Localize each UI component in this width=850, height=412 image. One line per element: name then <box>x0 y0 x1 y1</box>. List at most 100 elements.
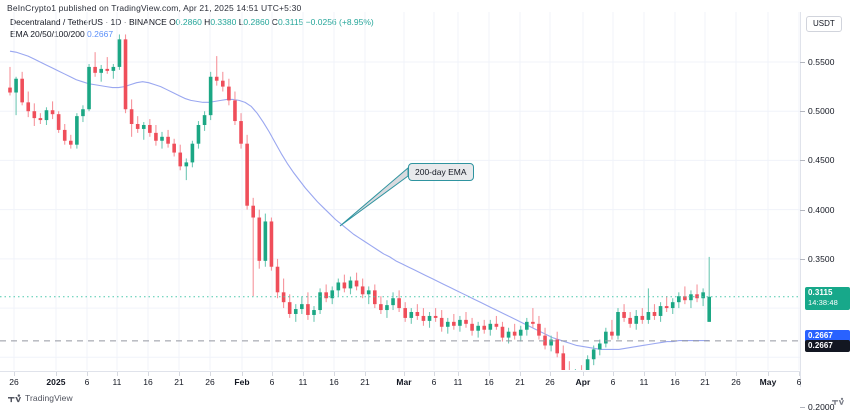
tradingview-footer-name: TradingView <box>25 393 73 403</box>
candle <box>591 345 596 366</box>
candle <box>391 292 395 311</box>
candle <box>616 308 620 340</box>
candle-body <box>518 329 523 336</box>
candle <box>568 361 570 370</box>
legend-interval[interactable]: 1D <box>110 17 122 27</box>
candle <box>26 91 31 118</box>
candle-body <box>664 306 669 309</box>
legend-change-percent: (+8.95%) <box>339 17 374 27</box>
candle <box>257 209 262 269</box>
candle <box>208 71 213 121</box>
level-price-badge[interactable]: 0.2667 <box>805 339 850 353</box>
indicator-price-badge[interactable]: 0.2667 <box>805 329 850 343</box>
candle <box>14 76 18 116</box>
candle-body <box>543 335 547 346</box>
candle <box>166 129 170 148</box>
candle <box>488 319 493 336</box>
candle-body <box>646 312 651 320</box>
candle <box>190 140 195 168</box>
candle-body <box>87 66 91 110</box>
time-tick-label: 21 <box>360 377 370 387</box>
candle-body <box>135 124 140 129</box>
candle <box>652 304 657 320</box>
candle <box>658 302 663 322</box>
time-scale[interactable]: 26 2025 6 11 16 21 26 Feb 6 11 16 21 Mar 6 11 16 21 26 Apr… <box>0 372 801 390</box>
candle <box>129 99 134 137</box>
time-tick-label: 21 <box>174 377 184 387</box>
price-tick-mark <box>800 111 805 113</box>
legend-low-label: L <box>238 17 244 27</box>
time-tick-label: 26 <box>731 377 741 387</box>
candle <box>251 197 255 297</box>
candle-body <box>257 217 262 261</box>
candle-body <box>245 143 249 206</box>
candle <box>117 34 122 70</box>
candle-body <box>93 66 97 73</box>
candle <box>306 292 310 320</box>
candle <box>312 306 316 322</box>
candle-body <box>20 78 24 103</box>
candle-body <box>190 143 195 163</box>
tradingview-footer-logo[interactable]: TradingView <box>8 393 73 403</box>
candle <box>32 103 37 126</box>
time-tick-mark <box>303 372 304 376</box>
price-scale[interactable]: 0.5500 0.5000 0.4500 0.4000 0.3500 0.2000 <box>800 12 850 412</box>
time-tick-label: 26 <box>9 377 19 387</box>
candle-body <box>56 114 61 130</box>
candle-body <box>604 331 608 344</box>
candle <box>239 113 243 149</box>
candle-body <box>409 312 414 318</box>
candle <box>640 308 645 324</box>
candle-body <box>701 292 705 299</box>
candle-body <box>202 115 207 125</box>
candle-body <box>506 331 511 338</box>
legend-indicator-row[interactable]: EMA 20/50/100/200 0.2667 <box>10 29 374 40</box>
candle <box>415 304 420 320</box>
chart-canvas[interactable] <box>0 12 800 370</box>
candle <box>604 327 608 348</box>
candle <box>56 111 61 133</box>
annotation-label-200-day-ema[interactable]: 200-day EMA <box>408 163 474 181</box>
candle-body <box>214 76 219 81</box>
candle-body <box>300 304 304 310</box>
candle <box>154 124 158 146</box>
time-tick-label: 11 <box>298 377 308 387</box>
price-tick: 0.4500 <box>808 155 835 166</box>
candle-body <box>591 349 596 360</box>
tradingview-corner-logo[interactable] <box>832 393 844 411</box>
candle-body <box>44 110 49 121</box>
candle-body <box>62 129 67 141</box>
candle <box>433 308 438 322</box>
candle-body <box>531 321 535 324</box>
candle <box>93 52 97 77</box>
candle <box>318 288 322 314</box>
chart-plot-area[interactable] <box>0 12 800 370</box>
candle-body <box>385 305 389 311</box>
last-price-badge[interactable]: 0.3115 14:38:48 <box>805 286 850 310</box>
candle-body <box>227 86 231 101</box>
candle <box>610 319 614 340</box>
currency-badge[interactable]: USDT <box>806 16 842 32</box>
price-tick: 0.3500 <box>808 253 835 264</box>
legend-close-value: 0.3115 <box>277 17 304 27</box>
candle-body <box>105 68 110 71</box>
legend-indicator-label: EMA 20/50/100/200 <box>10 29 85 39</box>
candle <box>20 71 24 106</box>
candle-body <box>470 323 474 331</box>
candle-body <box>403 308 407 318</box>
candle-body <box>141 124 146 129</box>
candle <box>50 101 55 120</box>
candle <box>580 365 583 370</box>
time-tick-mark <box>675 372 676 376</box>
candle <box>379 296 383 314</box>
candle <box>69 134 73 149</box>
candle-body <box>421 315 426 321</box>
time-tick-mark <box>489 372 490 376</box>
candle <box>221 71 225 92</box>
candle-body <box>391 298 395 306</box>
candle-body <box>683 296 687 301</box>
candle-body <box>312 310 316 315</box>
price-tick-mark <box>800 62 805 63</box>
candle <box>275 258 280 299</box>
time-tick-label: 6 <box>269 377 275 387</box>
